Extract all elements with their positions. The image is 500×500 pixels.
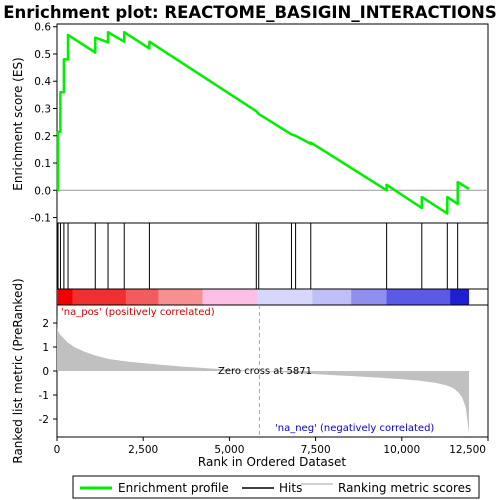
es-ytick-label-2: 0.1 — [34, 158, 51, 170]
x-axis-label: Rank in Ordered Dataset — [198, 455, 346, 469]
color-bar-segment-8 — [386, 289, 451, 305]
color-bar-segment-7 — [351, 289, 387, 305]
legend-box — [72, 475, 480, 499]
color-bar-segment-5 — [256, 289, 313, 305]
hits-panel-frame — [56, 222, 489, 290]
legend-entry-enrichment: Enrichment profile — [118, 481, 229, 495]
neg-correlated-label: 'na_neg' (negatively correlated) — [275, 423, 434, 434]
chart-title: Enrichment plot: REACTOME_BASIGIN_INTERA… — [3, 3, 497, 22]
metric-ytick-label-3: 1 — [42, 342, 49, 354]
legend-entry-ranking: Ranking metric scores — [338, 481, 471, 495]
zero-cross-label: Zero cross at 5871 — [218, 366, 312, 377]
color-bar-segment-2 — [125, 289, 159, 305]
metric-panel — [57, 305, 469, 437]
color-bar-segment-9 — [450, 289, 470, 305]
metric-axis-label: Ranked list metric (PreRanked) — [11, 278, 25, 463]
color-bar-segment-6 — [312, 289, 352, 305]
es-ytick-label-6: 0.5 — [34, 49, 51, 61]
enrichment-profile-line — [56, 30, 470, 215]
legend-entry-hits: Hits — [279, 481, 302, 495]
metric-ytick-label-4: 2 — [42, 318, 49, 330]
es-axis-label: Enrichment score (ES) — [11, 57, 25, 190]
es-ytick-label-1: 0.0 — [34, 185, 51, 197]
color-bar-segment-0 — [57, 289, 73, 305]
color-bar — [57, 289, 470, 305]
xtick-label-5: 12,500 — [449, 444, 486, 456]
metric-ytick-label-0: -2 — [39, 414, 49, 426]
xtick-label-1: 2,500 — [128, 444, 158, 456]
pos-correlated-label: 'na_pos' (positively correlated) — [61, 307, 215, 318]
color-bar-segment-4 — [202, 289, 257, 305]
es-ytick-label-4: 0.3 — [34, 104, 51, 116]
ranking-metric-area — [57, 315, 469, 434]
metric-ytick-label-2: 0 — [42, 366, 49, 378]
xtick-label-3: 7,500 — [301, 444, 331, 456]
es-ytick-label-3: 0.2 — [34, 131, 51, 143]
xtick-label-2: 5,000 — [214, 444, 244, 456]
es-panel — [56, 30, 488, 215]
color-bar-segment-3 — [158, 289, 203, 305]
es-ytick-label-5: 0.4 — [34, 76, 51, 88]
es-ytick-label-7: 0.6 — [34, 22, 51, 34]
xtick-label-0: 0 — [54, 444, 61, 456]
hits-panel — [57, 223, 459, 289]
color-bar-segment-1 — [72, 289, 126, 305]
axes: -0.1 0.0 0.1 0.2 0.3 0.4 0.5 0.6 -2 -1 0 1 2 0 2,500 5,… — [31, 22, 489, 456]
xtick-label-4: 10,000 — [383, 444, 420, 456]
metric-ytick-label-1: -1 — [39, 390, 49, 402]
es-ytick-label-0: -0.1 — [31, 213, 52, 225]
